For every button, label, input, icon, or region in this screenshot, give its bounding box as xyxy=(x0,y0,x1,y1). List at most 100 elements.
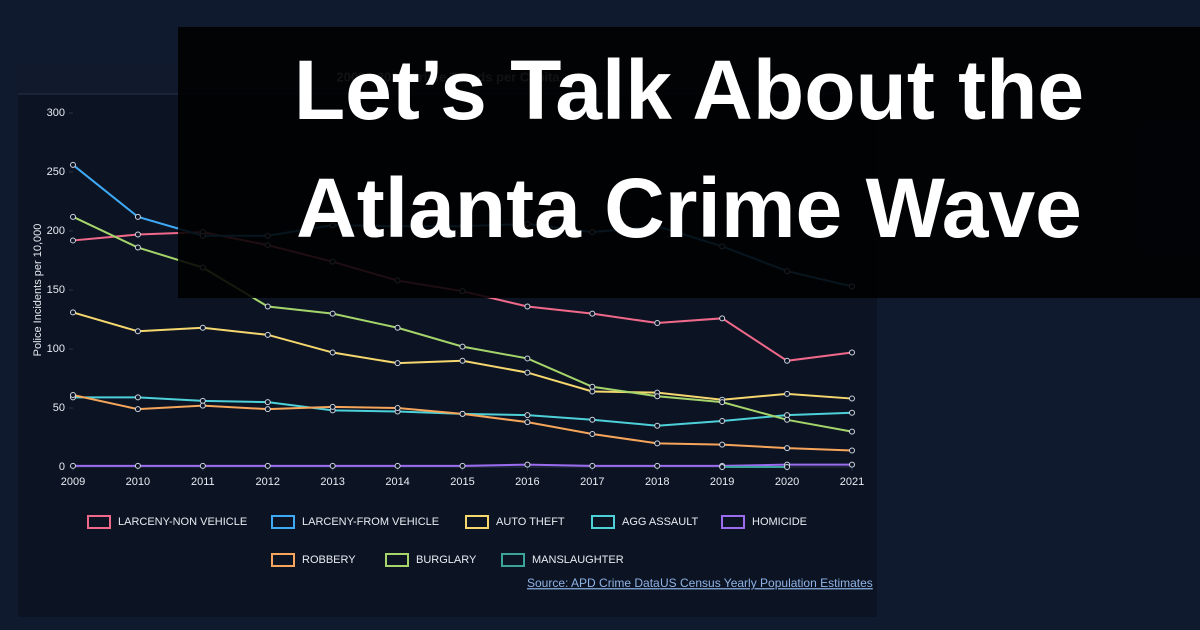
point xyxy=(70,462,76,469)
point xyxy=(459,343,466,350)
y-axis-label: Police Incidents per 10,000 xyxy=(32,224,44,357)
source-link[interactable]: US Census Yearly Population Estimates xyxy=(660,576,873,590)
point xyxy=(654,393,661,400)
legend-label: LARCENY-NON VEHICLE xyxy=(118,516,247,528)
point xyxy=(264,303,271,310)
point xyxy=(394,360,401,367)
y-tick-label: 300 xyxy=(47,107,65,119)
point xyxy=(589,416,596,423)
point xyxy=(524,419,531,426)
point xyxy=(654,320,661,327)
point xyxy=(329,310,336,317)
point xyxy=(719,417,726,424)
point xyxy=(134,462,141,469)
point xyxy=(264,462,271,469)
legend-swatch xyxy=(87,515,111,529)
headline: Atlanta Crime Wave xyxy=(296,161,1082,255)
legend-label: AUTO THEFT xyxy=(496,516,565,528)
legend-swatch xyxy=(385,553,409,567)
x-tick-label: 2015 xyxy=(450,476,474,488)
legend-swatch xyxy=(591,515,615,529)
legend-swatch xyxy=(271,515,295,529)
point xyxy=(849,409,855,416)
point xyxy=(70,161,76,168)
point xyxy=(719,441,726,448)
legend-label: MANSLAUGHTER xyxy=(532,554,624,566)
point xyxy=(199,402,206,409)
headline: Let’s Talk About the xyxy=(294,43,1084,137)
x-tick-label: 2018 xyxy=(645,476,669,488)
point xyxy=(589,310,596,317)
point xyxy=(199,324,206,331)
point xyxy=(524,355,531,362)
point xyxy=(849,395,855,402)
x-tick-label: 2009 xyxy=(61,476,85,488)
legend-swatch xyxy=(721,515,745,529)
point xyxy=(589,430,596,437)
x-tick-label: 2010 xyxy=(126,476,150,488)
point xyxy=(849,349,855,356)
x-tick-label: 2011 xyxy=(191,476,215,488)
y-tick-label: 100 xyxy=(47,343,65,355)
point xyxy=(524,412,531,419)
point xyxy=(199,462,206,469)
legend-swatch xyxy=(271,553,295,567)
legend-swatch xyxy=(465,515,489,529)
point xyxy=(70,237,76,244)
point xyxy=(134,394,141,401)
point xyxy=(784,416,791,423)
y-tick-label: 50 xyxy=(53,402,65,414)
point xyxy=(849,447,855,454)
point xyxy=(134,213,141,220)
point xyxy=(134,328,141,335)
point xyxy=(589,462,596,469)
x-tick-label: 2013 xyxy=(320,476,344,488)
point xyxy=(264,406,271,413)
point xyxy=(134,406,141,413)
point xyxy=(654,440,661,447)
x-tick-label: 2021 xyxy=(840,476,864,488)
legend-label: AGG ASSAULT xyxy=(622,516,698,528)
y-tick-label: 150 xyxy=(47,284,65,296)
legend-label: BURGLARY xyxy=(416,554,477,566)
legend-swatch xyxy=(501,553,525,567)
point xyxy=(70,392,76,399)
point xyxy=(784,445,791,452)
x-tick-label: 2017 xyxy=(580,476,604,488)
legend-label: LARCENY-FROM VEHICLE xyxy=(302,516,439,528)
point xyxy=(394,324,401,331)
point xyxy=(524,369,531,376)
point xyxy=(459,462,466,469)
headline-banner xyxy=(178,27,1200,298)
legend-label: HOMICIDE xyxy=(752,516,807,528)
point xyxy=(719,399,726,406)
point xyxy=(654,422,661,429)
point xyxy=(329,349,336,356)
y-tick-label: 0 xyxy=(59,461,65,473)
y-tick-label: 200 xyxy=(47,225,65,237)
x-tick-label: 2014 xyxy=(385,476,409,488)
point xyxy=(589,383,596,390)
legend-label: ROBBERY xyxy=(302,554,356,566)
point xyxy=(329,462,336,469)
point xyxy=(264,331,271,338)
point xyxy=(524,461,531,468)
point xyxy=(394,462,401,469)
point xyxy=(849,428,855,435)
point xyxy=(329,403,336,410)
x-tick-label: 2020 xyxy=(775,476,799,488)
point xyxy=(70,309,76,316)
point xyxy=(459,357,466,364)
point xyxy=(70,213,76,220)
point xyxy=(719,464,726,470)
point xyxy=(459,410,466,417)
point xyxy=(719,315,726,322)
point xyxy=(524,303,531,310)
source-link[interactable]: Source: APD Crime Data xyxy=(527,576,660,590)
point xyxy=(784,357,791,364)
point xyxy=(264,399,271,406)
y-tick-label: 250 xyxy=(47,166,65,178)
point xyxy=(654,462,661,469)
point xyxy=(784,390,791,397)
